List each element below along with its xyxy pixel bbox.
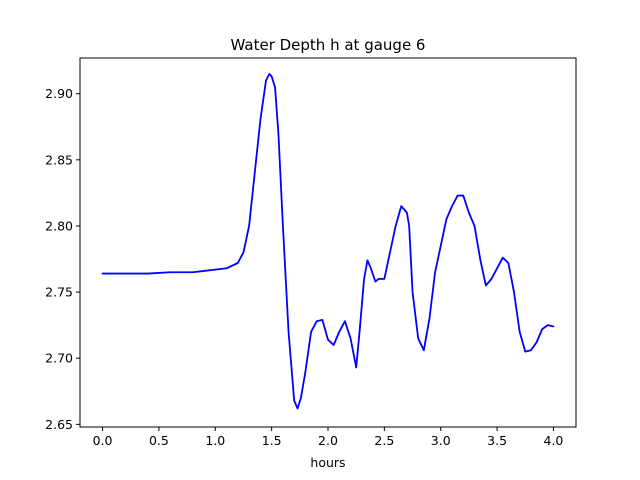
x-axis-label: hours: [310, 455, 345, 470]
y-axis: 2.65 2.70 2.75 2.80 2.85 2.90: [45, 86, 80, 432]
y-tick-label: 2.75: [45, 285, 73, 300]
x-tick-label: 2.0: [318, 433, 338, 448]
x-tick-label: 0.0: [93, 433, 113, 448]
y-tick-label: 2.65: [45, 417, 73, 432]
y-tick-label: 2.90: [45, 86, 73, 101]
x-tick-label: 3.5: [487, 433, 507, 448]
y-tick-label: 2.70: [45, 351, 73, 366]
chart-title: Water Depth h at gauge 6: [231, 36, 426, 54]
x-tick-label: 1.5: [262, 433, 282, 448]
x-tick-label: 3.0: [431, 433, 451, 448]
x-tick-label: 0.5: [149, 433, 169, 448]
y-tick-label: 2.85: [45, 152, 73, 167]
y-tick-label: 2.80: [45, 218, 73, 233]
x-tick-label: 2.5: [374, 433, 394, 448]
series-line: [101, 72, 555, 410]
x-tick-label: 1.0: [205, 433, 225, 448]
x-axis: 0.0 0.5 1.0 1.5 2.0 2.5 3.0 3.5 4.0: [93, 427, 564, 448]
x-tick-label: 4.0: [544, 433, 564, 448]
